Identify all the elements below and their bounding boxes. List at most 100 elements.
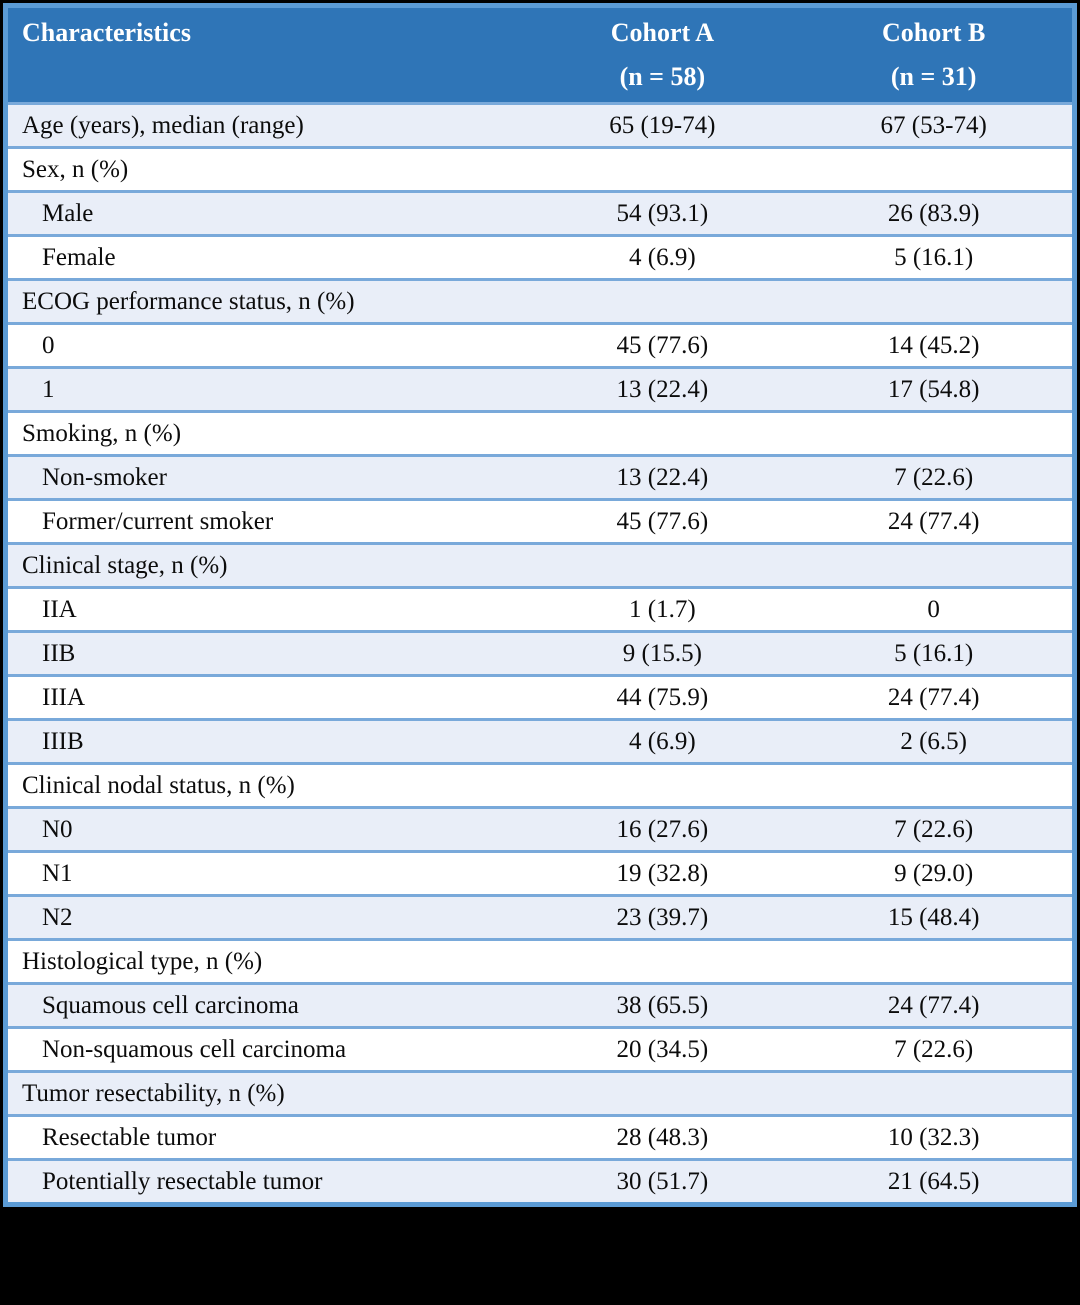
table-row: N2 23 (39.7) 15 (48.4)	[8, 894, 1072, 938]
row-label: Histological type, n (%)	[22, 947, 263, 975]
cohort-a-value: 65 (19-74)	[609, 111, 716, 139]
row-label-cell: Histological type, n (%)	[8, 948, 529, 976]
header-cohort-b: Cohort B (n = 31)	[795, 11, 1072, 99]
table-row: Male 54 (93.1) 26 (83.9)	[8, 190, 1072, 234]
row-label: Male	[42, 199, 94, 227]
cohort-a-value: 19 (32.8)	[616, 859, 709, 887]
row-label-cell: ECOG performance status, n (%)	[8, 288, 529, 316]
row-label: Squamous cell carcinoma	[42, 991, 299, 1019]
cohort-b-value: 21 (64.5)	[887, 1167, 980, 1195]
cohort-b-value: 9 (29.0)	[894, 859, 974, 887]
row-label: IIB	[42, 639, 76, 667]
header-cohort-a-name: Cohort A	[610, 18, 714, 47]
cohort-b-value: 7 (22.6)	[894, 1035, 974, 1063]
row-label: Female	[42, 243, 116, 271]
cohort-b-value: 24 (77.4)	[887, 683, 980, 711]
table-row: Former/current smoker 45 (77.6) 24 (77.4…	[8, 498, 1072, 542]
row-label-cell: 1	[8, 376, 529, 404]
row-label-cell: Tumor resectability, n (%)	[8, 1080, 529, 1108]
cohort-a-value: 54 (93.1)	[616, 199, 709, 227]
cohort-b-value: 15 (48.4)	[887, 903, 980, 931]
row-label-cell: Non-smoker	[8, 464, 529, 492]
cohort-a-value: 13 (22.4)	[616, 463, 709, 491]
table-row: Histological type, n (%)	[8, 938, 1072, 982]
row-label: Resectable tumor	[42, 1123, 217, 1151]
cohort-a-value: 23 (39.7)	[616, 903, 709, 931]
table-row: Sex, n (%)	[8, 146, 1072, 190]
cohort-a-value: 13 (22.4)	[616, 375, 709, 403]
table-row: IIA 1 (1.7) 0	[8, 586, 1072, 630]
row-label-cell: Former/current smoker	[8, 508, 529, 536]
cohort-b-value: 24 (77.4)	[887, 507, 980, 535]
cohort-b-value: 2 (6.5)	[900, 727, 967, 755]
cohort-a-value: 4 (6.9)	[629, 243, 696, 271]
row-label-cell: IIIA	[8, 684, 529, 712]
row-label-cell: Age (years), median (range)	[8, 112, 529, 140]
row-label-cell: Squamous cell carcinoma	[8, 992, 529, 1020]
table-row: Tumor resectability, n (%)	[8, 1070, 1072, 1114]
cohort-a-value: 38 (65.5)	[616, 991, 709, 1019]
cohort-b-value: 7 (22.6)	[894, 463, 974, 491]
row-label: N0	[42, 815, 73, 843]
table-row: ECOG performance status, n (%)	[8, 278, 1072, 322]
row-label-cell: IIA	[8, 596, 529, 624]
row-label: Tumor resectability, n (%)	[22, 1079, 285, 1107]
row-label-cell: Smoking, n (%)	[8, 420, 529, 448]
characteristics-table: Characteristics Cohort A (n = 58) Cohort…	[3, 3, 1077, 1207]
row-label: Potentially resectable tumor	[42, 1167, 323, 1195]
cohort-b-value: 26 (83.9)	[887, 199, 980, 227]
cohort-b-value: 7 (22.6)	[894, 815, 974, 843]
row-label: IIA	[42, 595, 77, 623]
table-row: 1 13 (22.4) 17 (54.8)	[8, 366, 1072, 410]
row-label: 1	[42, 375, 55, 403]
table-row: Female 4 (6.9) 5 (16.1)	[8, 234, 1072, 278]
table-row: Non-squamous cell carcinoma 20 (34.5) 7 …	[8, 1026, 1072, 1070]
cohort-b-value: 10 (32.3)	[887, 1123, 980, 1151]
cohort-a-value: 16 (27.6)	[616, 815, 709, 843]
table-row: Potentially resectable tumor 30 (51.7) 2…	[8, 1158, 1072, 1202]
table-row: Squamous cell carcinoma 38 (65.5) 24 (77…	[8, 982, 1072, 1026]
cohort-a-value: 44 (75.9)	[616, 683, 709, 711]
row-label-cell: Female	[8, 244, 529, 272]
cohort-a-value: 28 (48.3)	[616, 1123, 709, 1151]
table-row: Non-smoker 13 (22.4) 7 (22.6)	[8, 454, 1072, 498]
table-row: N1 19 (32.8) 9 (29.0)	[8, 850, 1072, 894]
table-row: 0 45 (77.6) 14 (45.2)	[8, 322, 1072, 366]
table-row: Resectable tumor 28 (48.3) 10 (32.3)	[8, 1114, 1072, 1158]
table-row: Clinical stage, n (%)	[8, 542, 1072, 586]
row-label: Non-smoker	[42, 463, 167, 491]
header-cohort-a: Cohort A (n = 58)	[529, 11, 795, 99]
row-label-cell: IIB	[8, 640, 529, 668]
row-label: 0	[42, 331, 55, 359]
row-label: ECOG performance status, n (%)	[22, 287, 355, 315]
row-label: Clinical stage, n (%)	[22, 551, 228, 579]
header-characteristics-label: Characteristics	[22, 18, 191, 47]
cohort-a-value: 1 (1.7)	[629, 595, 696, 623]
row-label-cell: N1	[8, 860, 529, 888]
table-row: Age (years), median (range) 65 (19-74) 6…	[8, 102, 1072, 146]
header-cohort-b-n: (n = 31)	[890, 62, 977, 91]
row-label-cell: N2	[8, 904, 529, 932]
table-row: Clinical nodal status, n (%)	[8, 762, 1072, 806]
cohort-a-value: 9 (15.5)	[622, 639, 702, 667]
table-row: Smoking, n (%)	[8, 410, 1072, 454]
cohort-b-value: 24 (77.4)	[887, 991, 980, 1019]
header-cohort-b-name: Cohort B	[882, 18, 986, 47]
row-label: Age (years), median (range)	[22, 111, 304, 139]
cohort-a-value: 45 (77.6)	[616, 507, 709, 535]
row-label: Clinical nodal status, n (%)	[22, 771, 295, 799]
table-row: N0 16 (27.6) 7 (22.6)	[8, 806, 1072, 850]
cohort-a-value: 4 (6.9)	[629, 727, 696, 755]
row-label-cell: Male	[8, 200, 529, 228]
row-label-cell: Sex, n (%)	[8, 156, 529, 184]
row-label-cell: Non-squamous cell carcinoma	[8, 1036, 529, 1064]
row-label: Smoking, n (%)	[22, 419, 182, 447]
row-label: IIIA	[42, 683, 86, 711]
table-row: IIIA 44 (75.9) 24 (77.4)	[8, 674, 1072, 718]
header-characteristics: Characteristics	[8, 11, 529, 99]
table-row: IIB 9 (15.5) 5 (16.1)	[8, 630, 1072, 674]
row-label: Former/current smoker	[42, 507, 274, 535]
header-cohort-a-n: (n = 58)	[619, 62, 706, 91]
row-label: N1	[42, 859, 73, 887]
row-label-cell: Resectable tumor	[8, 1124, 529, 1152]
